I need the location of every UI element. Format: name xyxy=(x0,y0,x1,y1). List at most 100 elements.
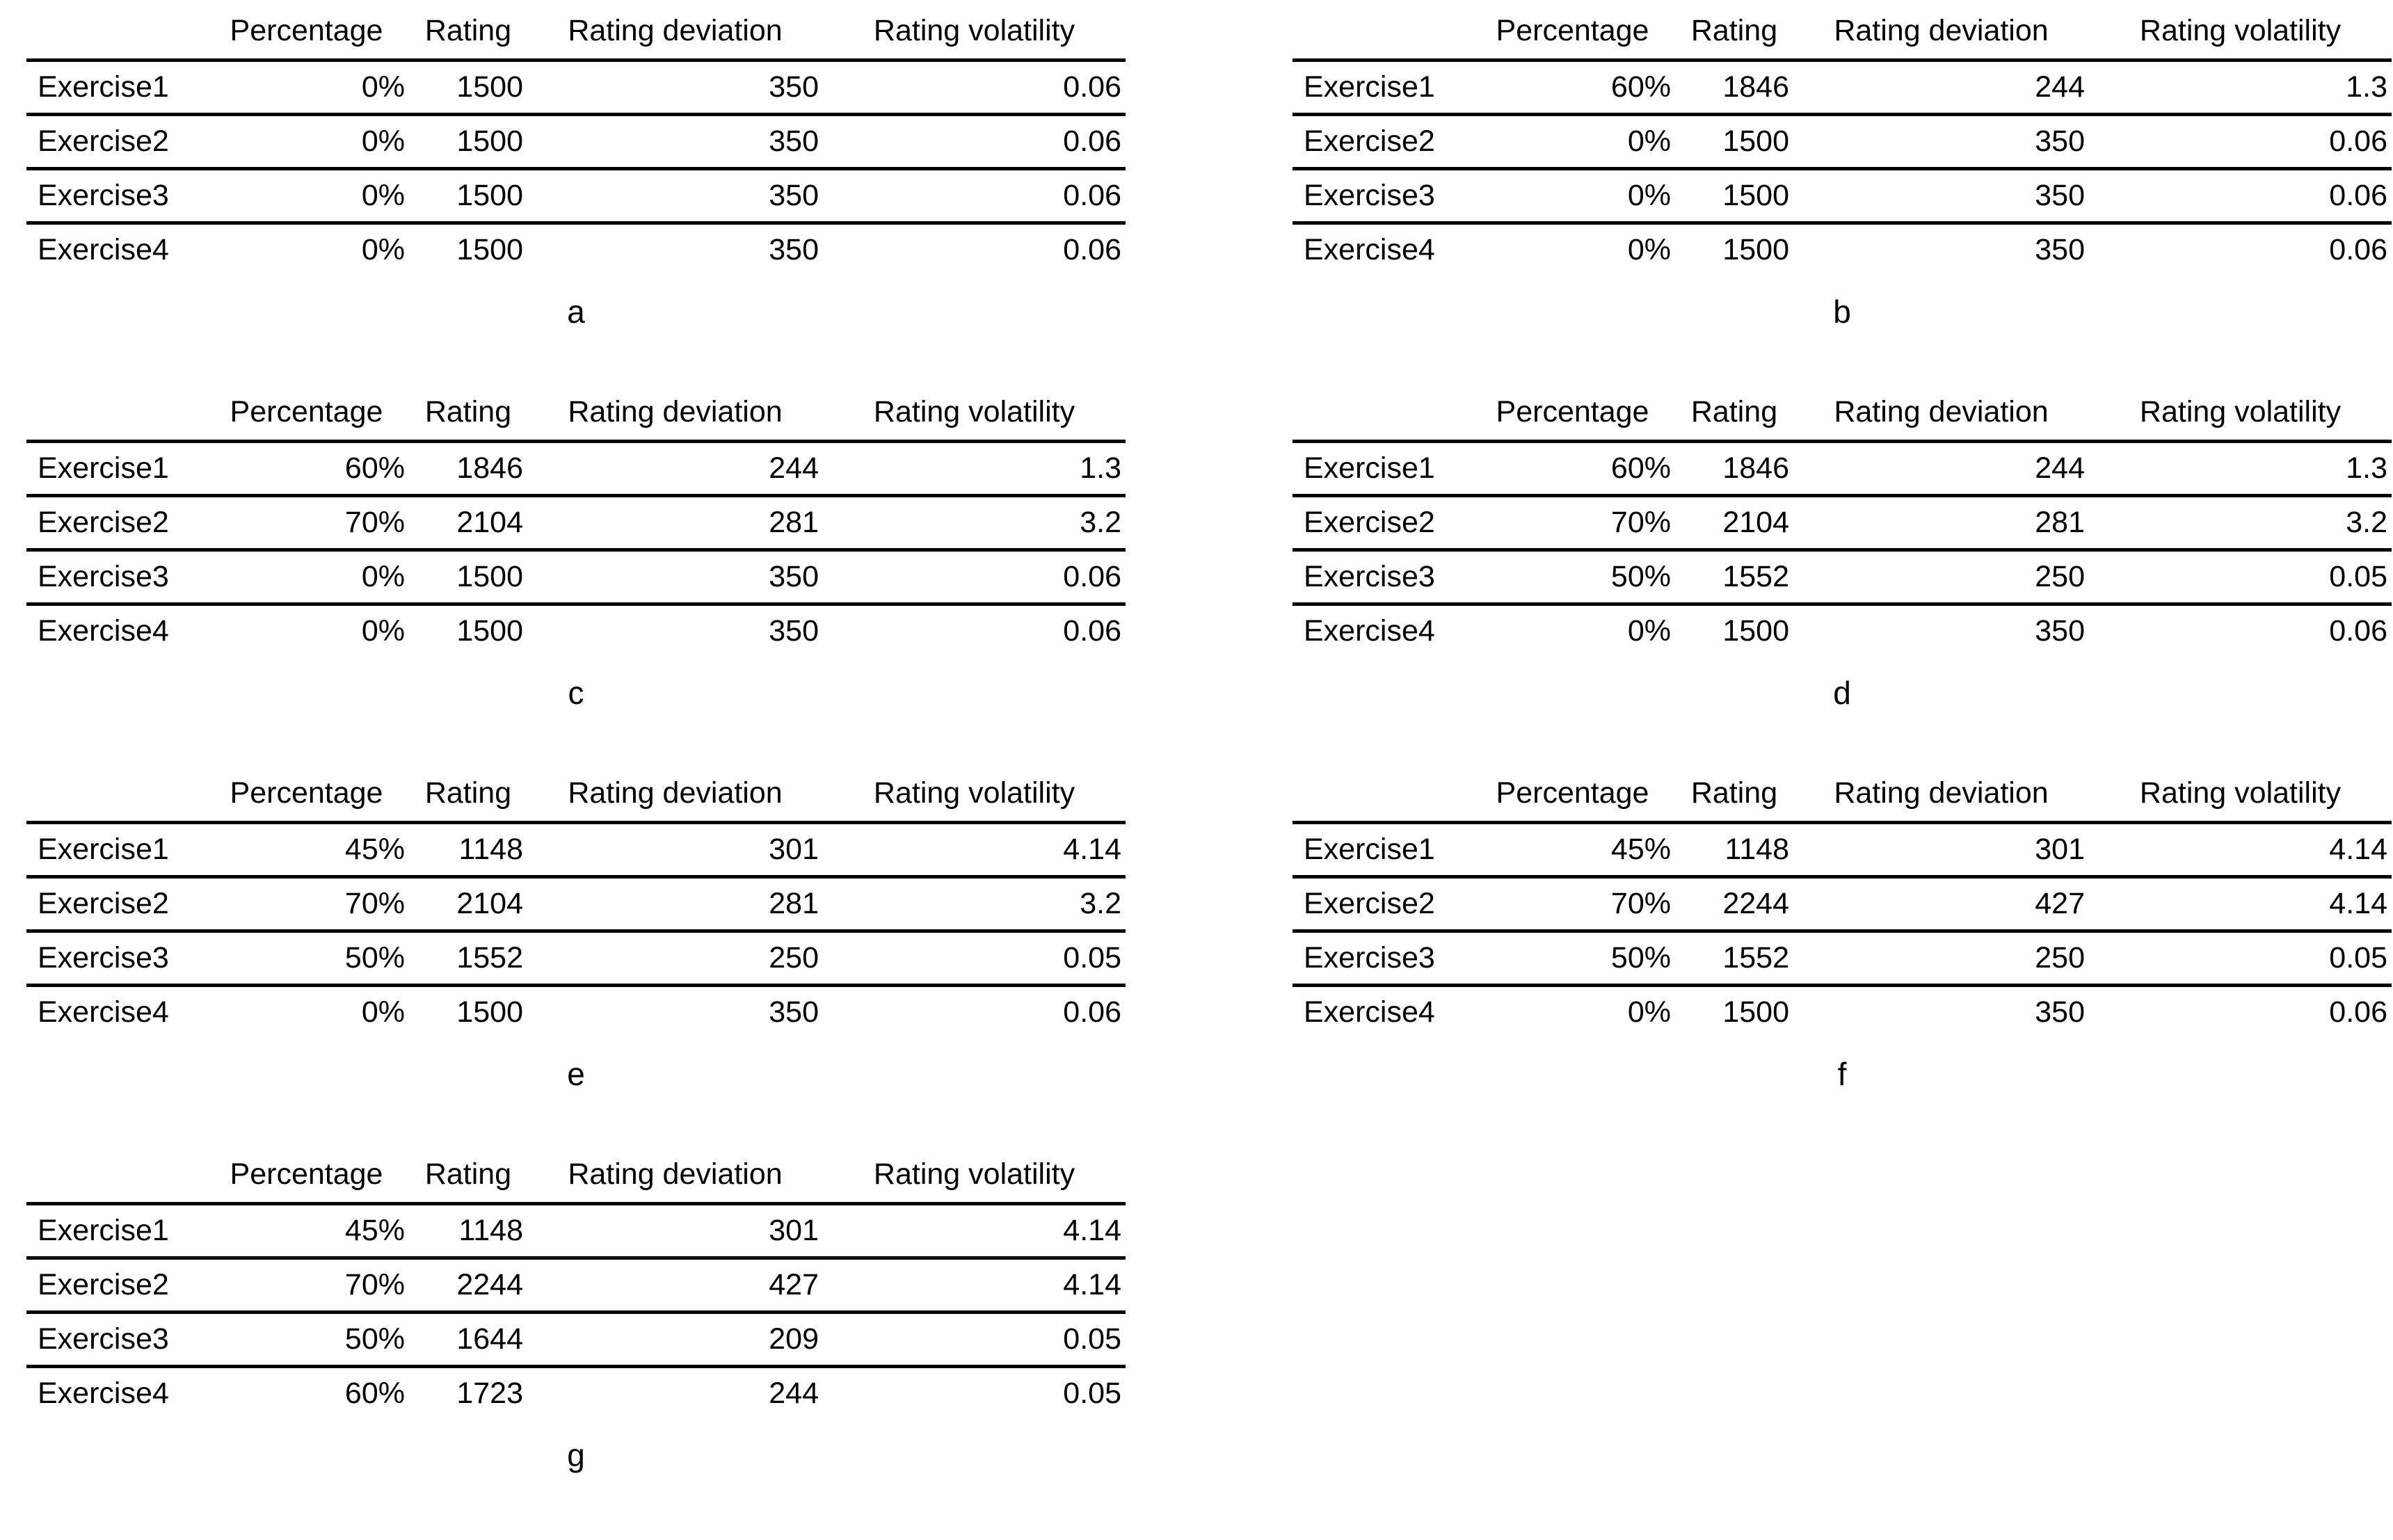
row-label: Exercise2 xyxy=(1292,495,1470,552)
value-cell: 3.2 xyxy=(2089,495,2392,552)
value-cell: 1148 xyxy=(409,1203,527,1260)
table-row: Exercise2 70% 2244 427 4.14 xyxy=(1292,876,2392,933)
table-row: Exercise4 0% 1500 350 0.06 xyxy=(1292,986,2392,1038)
rating-table-f: Percentage Rating Rating deviation Rating v… xyxy=(1292,778,2392,1038)
table-row: Exercise2 70% 2104 281 3.2 xyxy=(1292,495,2392,552)
subfigure-d: Percentage Rating Rating deviation Rating v… xyxy=(1292,396,2392,712)
value-cell: 350 xyxy=(769,232,819,266)
row-label: Exercise4 xyxy=(38,613,169,648)
row-label: Exercise3 xyxy=(1292,550,1470,606)
value-cell: 244 xyxy=(1793,60,2089,116)
column-header: Rating xyxy=(1675,396,1793,443)
value-cell: 1500 xyxy=(1722,232,1789,266)
row-label: Exercise4 xyxy=(1304,613,1435,648)
column-header: Percentage xyxy=(1470,778,1675,824)
subfigure-g: Percentage Rating Rating deviation Rating v… xyxy=(26,1159,1126,1475)
column-header: Rating volatility xyxy=(2089,778,2392,824)
corner-cell xyxy=(26,778,204,824)
value-cell: 281 xyxy=(527,495,823,552)
table-row: Exercise4 0% 1500 350 0.06 xyxy=(26,986,1126,1038)
value-cell: 0% xyxy=(361,995,405,1029)
value-cell: 1500 xyxy=(409,60,527,116)
table-row: Exercise2 0% 1500 350 0.06 xyxy=(1292,114,2392,170)
value-cell: 0.05 xyxy=(823,931,1126,987)
subfigure-label-g: g xyxy=(567,1437,585,1473)
value-cell: 0% xyxy=(1470,168,1675,225)
value-cell: 45% xyxy=(204,1203,409,1260)
value-cell: 301 xyxy=(527,1203,823,1260)
value-cell: 60% xyxy=(1470,60,1675,116)
value-cell: 50% xyxy=(1470,550,1675,606)
table-row: Exercise4 0% 1500 350 0.06 xyxy=(26,223,1126,276)
value-cell: 350 xyxy=(2035,613,2085,648)
value-cell: 0.06 xyxy=(823,60,1126,116)
column-header: Rating volatility xyxy=(823,396,1126,443)
row-label: Exercise3 xyxy=(1292,168,1470,225)
table-row: Exercise3 50% 1552 250 0.05 xyxy=(1292,550,2392,606)
column-header: Rating deviation xyxy=(527,778,823,824)
corner-cell xyxy=(1292,396,1470,443)
value-cell: 70% xyxy=(1470,495,1675,552)
row-label: Exercise3 xyxy=(26,1312,204,1368)
row-label: Exercise2 xyxy=(1292,876,1470,933)
subfigure-b: Percentage Rating Rating deviation Rating v… xyxy=(1292,15,2392,331)
value-cell: 350 xyxy=(769,995,819,1029)
value-cell: 70% xyxy=(204,495,409,552)
value-cell: 1.3 xyxy=(823,441,1126,497)
subfigure-a: Percentage Rating Rating deviation Rating v… xyxy=(26,15,1126,331)
value-cell: 4.14 xyxy=(2089,822,2392,879)
value-cell: 0.06 xyxy=(823,168,1126,225)
row-label: Exercise1 xyxy=(26,822,204,879)
value-cell: 350 xyxy=(1793,114,2089,170)
value-cell: 4.14 xyxy=(823,822,1126,879)
subfigure-label-a: a xyxy=(567,294,585,330)
value-cell: 281 xyxy=(527,876,823,933)
row-label: Exercise4 xyxy=(1304,995,1435,1029)
value-cell: 1723 xyxy=(456,1376,523,1410)
value-cell: 0.05 xyxy=(2089,931,2392,987)
row-label: Exercise4 xyxy=(1304,232,1435,266)
value-cell: 1500 xyxy=(409,550,527,606)
value-cell: 427 xyxy=(1793,876,2089,933)
rating-table-c: Percentage Rating Rating deviation Rating v… xyxy=(26,396,1126,657)
table-row: Exercise1 45% 1148 301 4.14 xyxy=(1292,822,2392,879)
table-row: Exercise1 60% 1846 244 1.3 xyxy=(26,441,1126,497)
table-row: Exercise1 0% 1500 350 0.06 xyxy=(26,60,1126,116)
value-cell: 60% xyxy=(344,1376,405,1410)
table-row: Exercise3 0% 1500 350 0.06 xyxy=(1292,168,2392,225)
value-cell: 350 xyxy=(527,114,823,170)
value-cell: 350 xyxy=(1793,168,2089,225)
value-cell: 45% xyxy=(204,822,409,879)
value-cell: 244 xyxy=(1793,441,2089,497)
value-cell: 0.06 xyxy=(1063,232,1121,266)
table-row: Exercise4 0% 1500 350 0.06 xyxy=(1292,223,2392,276)
column-header: Rating volatility xyxy=(2089,15,2392,62)
column-header: Percentage xyxy=(1470,15,1675,62)
column-header: Rating deviation xyxy=(1793,396,2089,443)
value-cell: 350 xyxy=(769,613,819,648)
column-header: Rating deviation xyxy=(527,396,823,443)
rating-table-g: Percentage Rating Rating deviation Rating v… xyxy=(26,1159,1126,1419)
value-cell: 1644 xyxy=(409,1312,527,1368)
row-label: Exercise1 xyxy=(26,60,204,116)
value-cell: 60% xyxy=(1470,441,1675,497)
value-cell: 0% xyxy=(204,550,409,606)
value-cell: 0.06 xyxy=(1063,995,1121,1029)
value-cell: 1500 xyxy=(456,232,523,266)
row-label: Exercise3 xyxy=(26,168,204,225)
row-label: Exercise1 xyxy=(26,441,204,497)
value-cell: 0.06 xyxy=(2329,995,2387,1029)
value-cell: 427 xyxy=(527,1258,823,1314)
value-cell: 0.06 xyxy=(2329,232,2387,266)
value-cell: 3.2 xyxy=(823,876,1126,933)
table-row: Exercise1 45% 1148 301 4.14 xyxy=(26,822,1126,879)
value-cell: 1552 xyxy=(409,931,527,987)
value-cell: 0% xyxy=(1470,114,1675,170)
column-header: Rating xyxy=(409,396,527,443)
value-cell: 250 xyxy=(1793,931,2089,987)
column-header: Percentage xyxy=(204,778,409,824)
value-cell: 0.05 xyxy=(823,1312,1126,1368)
value-cell: 2244 xyxy=(409,1258,527,1314)
value-cell: 50% xyxy=(1470,931,1675,987)
